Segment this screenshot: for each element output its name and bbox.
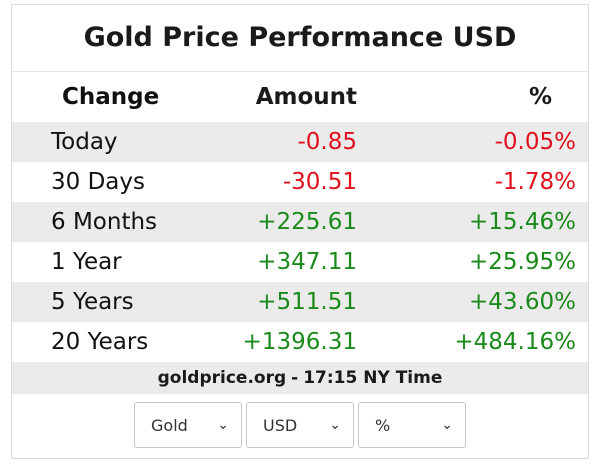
table-row: 30 Days -30.51 -1.78% [12, 162, 588, 202]
source-link[interactable]: goldprice.org [158, 368, 287, 388]
header-amount: Amount [177, 72, 357, 122]
footer-separator: - [291, 368, 298, 388]
header-change: Change [12, 72, 177, 122]
row-change-label: 20 Years [12, 322, 177, 362]
row-amount: +511.51 [177, 282, 357, 322]
row-percent: -0.05% [357, 122, 588, 162]
gold-performance-widget: Gold Price Performance USD Change Amount… [11, 4, 589, 459]
table-row: 20 Years +1396.31 +484.16% [12, 322, 588, 362]
metal-select[interactable]: Gold ⌄ [134, 402, 242, 448]
row-amount: +347.11 [177, 242, 357, 282]
table-row: 1 Year +347.11 +25.95% [12, 242, 588, 282]
row-percent: +25.95% [357, 242, 588, 282]
chevron-down-icon: ⌄ [441, 417, 453, 433]
footer-time: 17:15 NY Time [303, 368, 442, 388]
row-change-label: 30 Days [12, 162, 177, 202]
source-footer: goldprice.org -17:15 NY Time [12, 362, 588, 394]
row-percent: +484.16% [357, 322, 588, 362]
selector-bar: Gold ⌄ USD ⌄ % ⌄ [12, 402, 588, 450]
row-percent: +15.46% [357, 202, 588, 242]
header-percent: % [357, 72, 588, 122]
row-amount: +225.61 [177, 202, 357, 242]
unit-select-value: % [375, 416, 390, 435]
row-amount: -0.85 [177, 122, 357, 162]
row-change-label: 6 Months [12, 202, 177, 242]
row-change-label: 1 Year [12, 242, 177, 282]
chevron-down-icon: ⌄ [329, 417, 341, 433]
widget-title: Gold Price Performance USD [12, 5, 588, 72]
row-percent: -1.78% [357, 162, 588, 202]
row-change-label: Today [12, 122, 177, 162]
table-header-row: Change Amount % [12, 72, 588, 122]
currency-select-value: USD [263, 416, 297, 435]
table-row: Today -0.85 -0.05% [12, 122, 588, 162]
table-row: 5 Years +511.51 +43.60% [12, 282, 588, 322]
metal-select-value: Gold [151, 416, 188, 435]
chevron-down-icon: ⌄ [217, 417, 229, 433]
row-amount: +1396.31 [177, 322, 357, 362]
table-row: 6 Months +225.61 +15.46% [12, 202, 588, 242]
row-amount: -30.51 [177, 162, 357, 202]
currency-select[interactable]: USD ⌄ [246, 402, 354, 448]
row-percent: +43.60% [357, 282, 588, 322]
performance-table: Change Amount % Today -0.85 -0.05% 30 Days -… [12, 72, 588, 362]
row-change-label: 5 Years [12, 282, 177, 322]
unit-select[interactable]: % ⌄ [358, 402, 466, 448]
